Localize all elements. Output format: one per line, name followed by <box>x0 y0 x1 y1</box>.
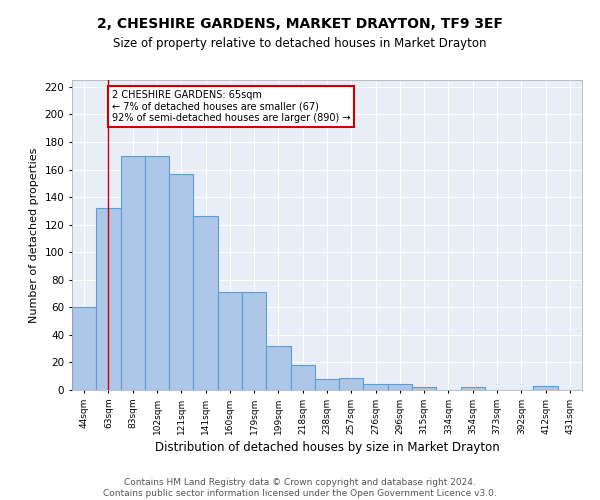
Bar <box>266 346 290 390</box>
X-axis label: Distribution of detached houses by size in Market Drayton: Distribution of detached houses by size … <box>155 441 499 454</box>
Bar <box>242 292 266 390</box>
Bar <box>193 216 218 390</box>
Bar <box>169 174 193 390</box>
Bar <box>121 156 145 390</box>
Bar <box>290 365 315 390</box>
Bar <box>96 208 121 390</box>
Text: Contains HM Land Registry data © Crown copyright and database right 2024.
Contai: Contains HM Land Registry data © Crown c… <box>103 478 497 498</box>
Y-axis label: Number of detached properties: Number of detached properties <box>29 148 39 322</box>
Text: Size of property relative to detached houses in Market Drayton: Size of property relative to detached ho… <box>113 38 487 51</box>
Bar <box>72 308 96 390</box>
Text: 2 CHESHIRE GARDENS: 65sqm
← 7% of detached houses are smaller (67)
92% of semi-d: 2 CHESHIRE GARDENS: 65sqm ← 7% of detach… <box>112 90 350 123</box>
Bar <box>364 384 388 390</box>
Bar <box>461 387 485 390</box>
Bar <box>388 384 412 390</box>
Text: 2, CHESHIRE GARDENS, MARKET DRAYTON, TF9 3EF: 2, CHESHIRE GARDENS, MARKET DRAYTON, TF9… <box>97 18 503 32</box>
Bar <box>533 386 558 390</box>
Bar <box>145 156 169 390</box>
Bar <box>218 292 242 390</box>
Bar <box>339 378 364 390</box>
Bar <box>315 379 339 390</box>
Bar <box>412 387 436 390</box>
